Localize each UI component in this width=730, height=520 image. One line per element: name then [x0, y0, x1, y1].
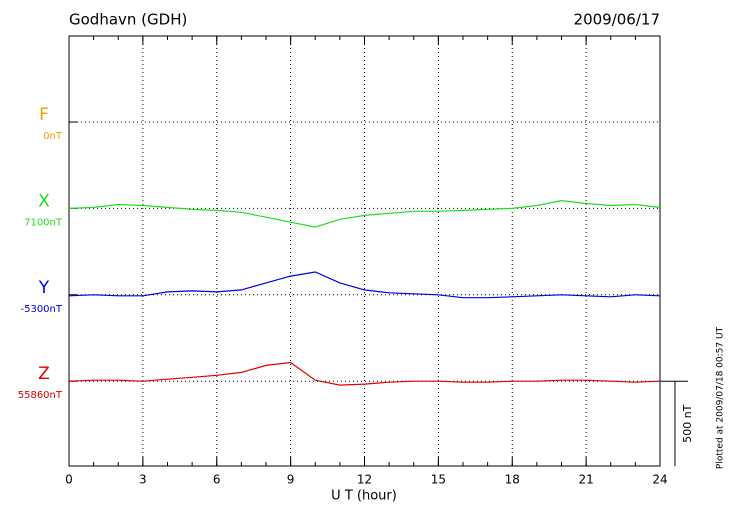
baseline-label: 7100nT	[24, 217, 63, 228]
series-name: F	[39, 105, 49, 125]
chart-title: Godhavn (GDH)	[69, 11, 187, 29]
scale-bar-label: 500 nT	[681, 404, 694, 442]
x-tick-label: 3	[139, 473, 147, 487]
chart-date: 2009/06/17	[574, 11, 660, 29]
series-line	[68, 199, 661, 228]
x-tick-label: 15	[431, 473, 446, 487]
series-line	[68, 271, 661, 299]
series-name: Y	[38, 278, 50, 298]
baseline-label: -5300nT	[20, 304, 62, 315]
x-tick-label: 12	[357, 473, 372, 487]
footnote: Plotted at 2009/07/18 00:57 UT	[716, 326, 726, 469]
x-tick-label: 21	[578, 473, 593, 487]
baseline-label: 0nT	[43, 131, 63, 142]
x-axis-label: U T (hour)	[331, 489, 397, 504]
series-name: Z	[38, 364, 50, 384]
x-tick-label: 18	[505, 473, 520, 487]
x-tick-label: 0	[65, 473, 73, 487]
series-line	[68, 361, 661, 386]
x-tick-label: 24	[652, 473, 667, 487]
series-name: X	[38, 191, 50, 211]
x-tick-label: 6	[213, 473, 221, 487]
x-tick-label: 9	[287, 473, 295, 487]
baseline-label: 55860nT	[18, 390, 63, 401]
